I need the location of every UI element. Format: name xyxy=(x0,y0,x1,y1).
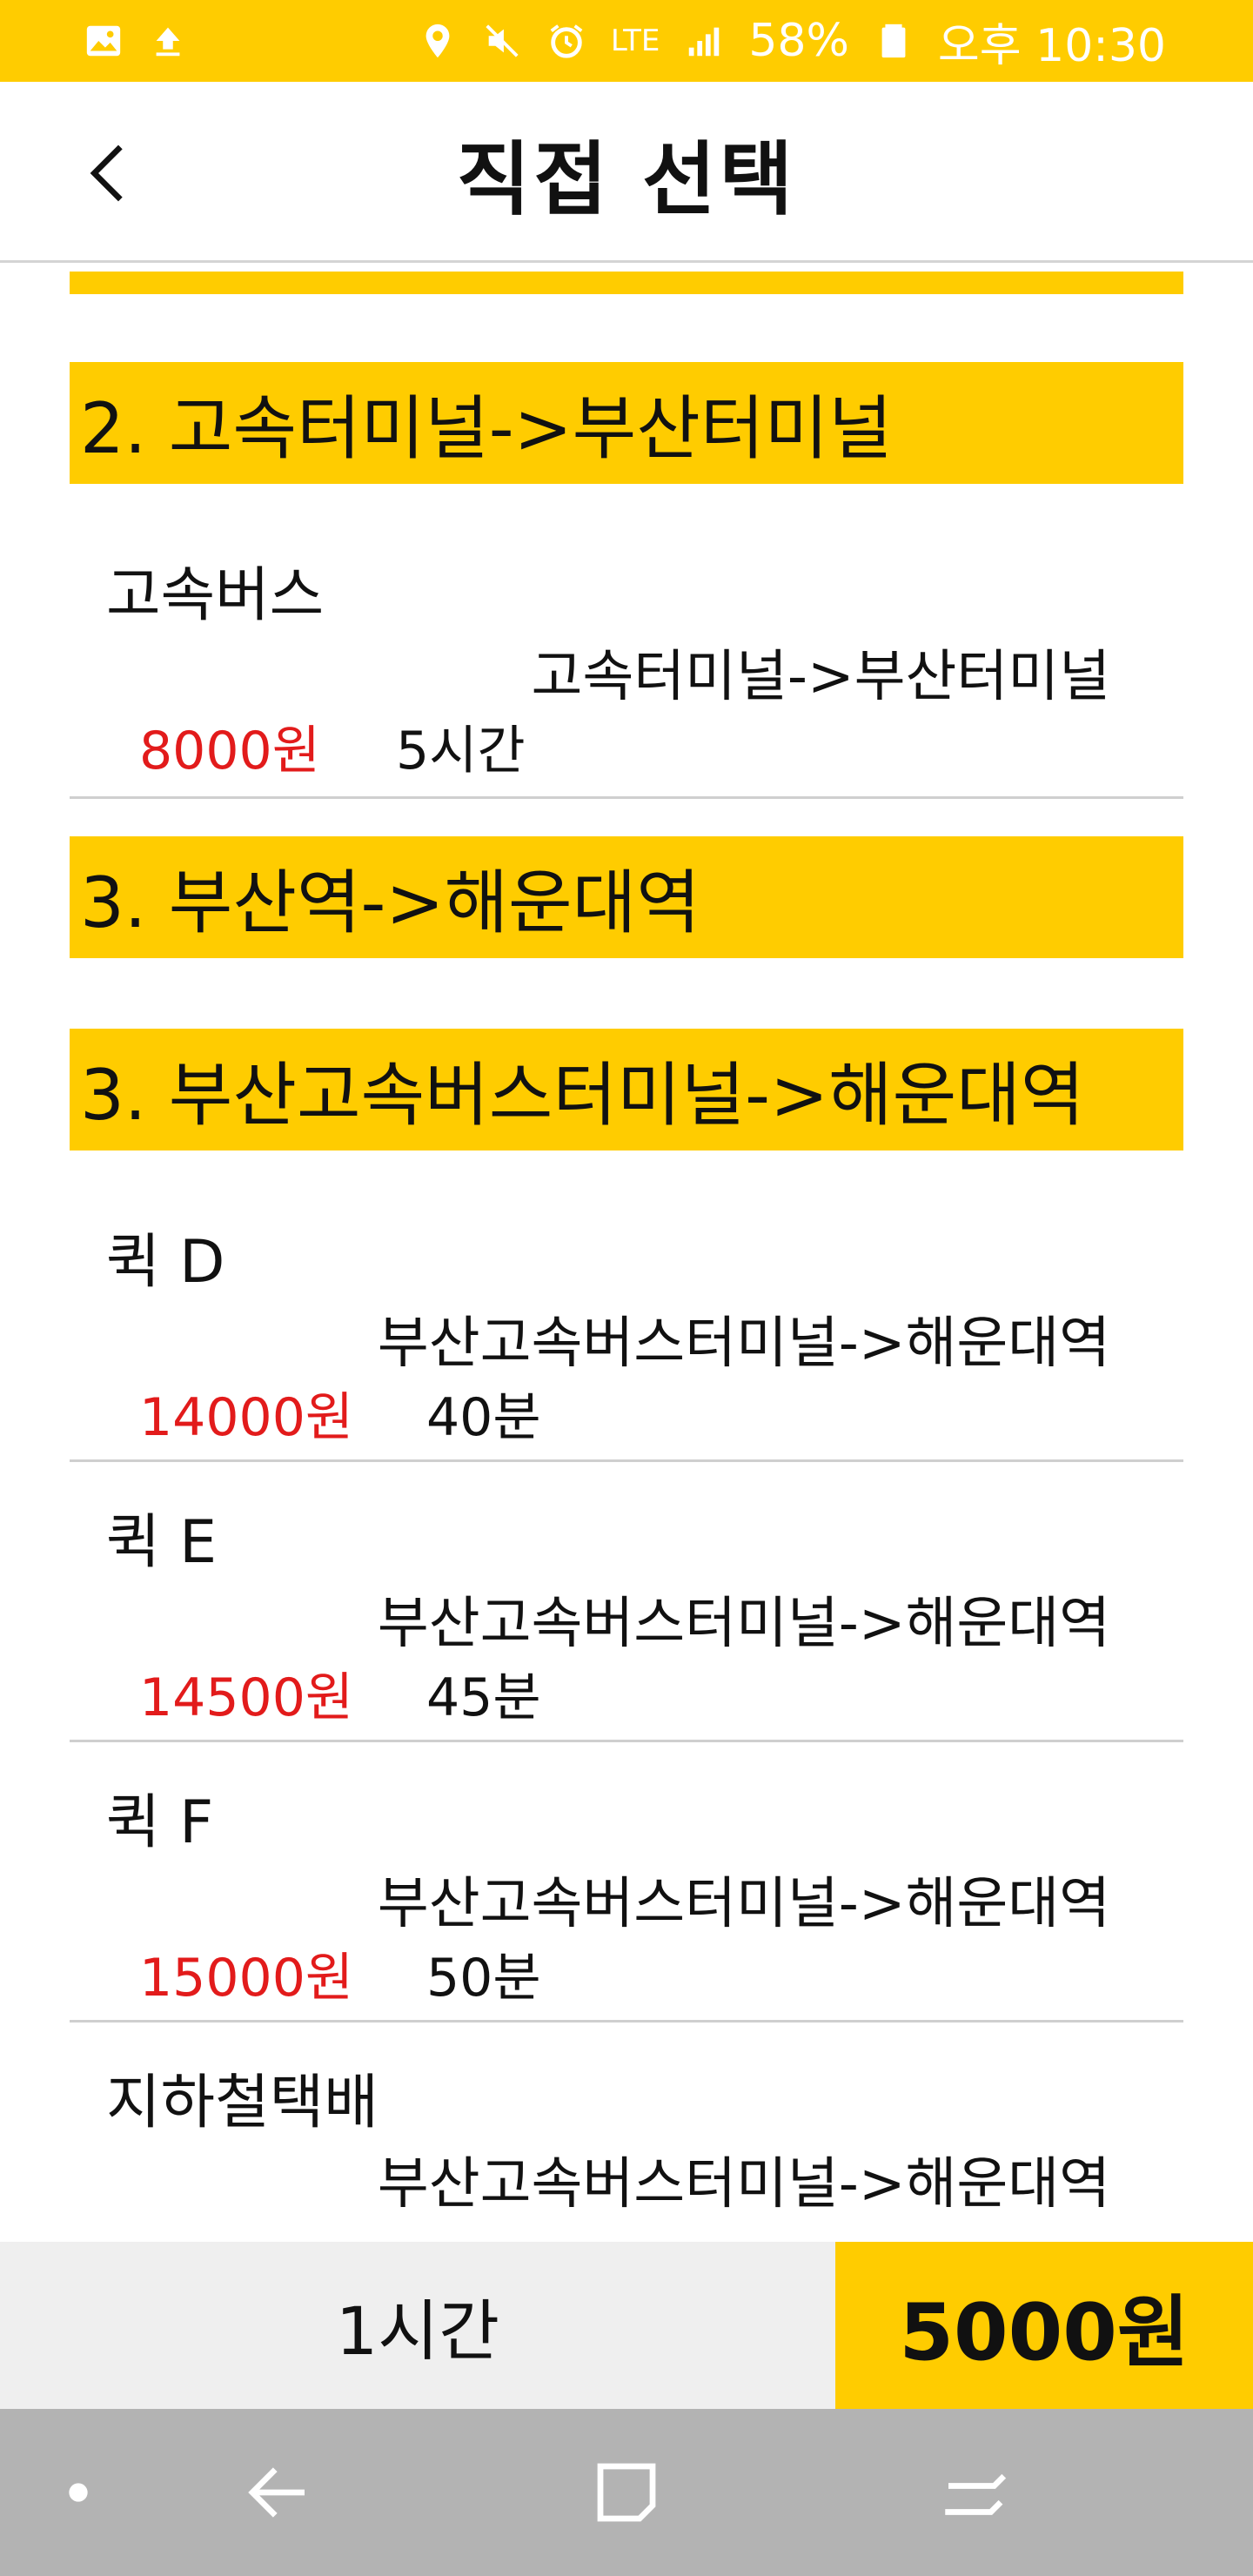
navigation-bar xyxy=(0,2409,1253,2576)
battery-icon xyxy=(874,21,914,61)
network-type: LTE xyxy=(610,23,660,58)
route-name: 고속버스 xyxy=(106,561,325,630)
section-header: 2. 고속터미널->부산터미널 xyxy=(70,362,1183,484)
back-button[interactable] xyxy=(61,125,157,221)
location-icon xyxy=(418,21,458,61)
nav-home-button[interactable] xyxy=(583,2409,670,2576)
section-header: 3. 부산고속버스터미널->해운대역 xyxy=(70,1029,1183,1150)
nav-dot[interactable] xyxy=(52,2409,104,2576)
route-time: 45분 xyxy=(426,1667,541,1728)
route-price: 14500원 xyxy=(139,1667,354,1728)
route-time: 5시간 xyxy=(396,721,526,782)
route-time: 40분 xyxy=(426,1387,541,1448)
route-price: 15000원 xyxy=(139,1948,354,2009)
nav-back-button[interactable] xyxy=(235,2409,322,2576)
section-header: 3. 부산역->해운대역 xyxy=(70,836,1183,958)
route-item[interactable]: 퀵 F 부산고속버스터미널->해운대역 15000원 50분 xyxy=(70,1774,1183,2023)
route-item[interactable]: 퀵 E 부산고속버스터미널->해운대역 14500원 45분 xyxy=(70,1493,1183,1742)
chevron-left-icon xyxy=(90,144,123,202)
route-name: 퀵 D xyxy=(106,1228,225,1297)
battery-percent: 58% xyxy=(748,15,849,67)
status-right: LTE 58% 오후 10:30 xyxy=(418,9,1166,74)
route-time: 50분 xyxy=(426,1948,541,2009)
route-name: 지하철택배 xyxy=(106,2069,379,2137)
upload-icon xyxy=(148,21,188,61)
route-path: 부산고속버스터미널->해운대역 xyxy=(377,2152,1110,2217)
route-price: 14000원 xyxy=(139,1387,354,1448)
route-path: 부산고속버스터미널->해운대역 xyxy=(377,1872,1110,1936)
section-header-partial xyxy=(70,272,1183,294)
mute-icon xyxy=(482,21,522,61)
summary-total-time: 1시간 xyxy=(0,2242,835,2409)
route-path: 고속터미널->부산터미널 xyxy=(531,645,1110,709)
back-arrow-icon xyxy=(248,2467,305,2518)
route-item[interactable]: 고속버스 고속터미널->부산터미널 8000원 5시간 xyxy=(70,547,1183,799)
route-item[interactable]: 지하철택배 부산고속버스터미널->해운대역 xyxy=(70,2054,1183,2242)
route-name: 퀵 E xyxy=(106,1508,218,1577)
image-icon xyxy=(84,21,124,61)
recents-icon xyxy=(945,2473,1007,2515)
nav-recents-button[interactable] xyxy=(931,2409,1018,2576)
clock: 오후 10:30 xyxy=(937,19,1166,72)
summary-bar: 1시간 5000원 xyxy=(0,2242,1253,2409)
route-item[interactable]: 퀵 D 부산고속버스터미널->해운대역 14000원 40분 xyxy=(70,1213,1183,1462)
signal-icon xyxy=(684,21,724,61)
status-bar: LTE 58% 오후 10:30 xyxy=(0,0,1253,82)
alarm-icon xyxy=(546,21,586,61)
summary-total-price[interactable]: 5000원 xyxy=(835,2242,1253,2409)
home-square-icon xyxy=(597,2463,656,2522)
route-path: 부산고속버스터미널->해운대역 xyxy=(377,1311,1110,1376)
route-list[interactable]: 2. 고속터미널->부산터미널 고속버스 고속터미널->부산터미널 8000원 … xyxy=(0,263,1253,2242)
route-price: 8000원 xyxy=(139,721,320,782)
route-path: 부산고속버스터미널->해운대역 xyxy=(377,1592,1110,1656)
app-bar: 직접 선택 xyxy=(0,82,1253,263)
route-name: 퀵 F xyxy=(106,1788,214,1857)
dot-icon xyxy=(69,2483,88,2502)
status-left xyxy=(84,21,188,61)
page-title: 직접 선택 xyxy=(456,132,797,226)
